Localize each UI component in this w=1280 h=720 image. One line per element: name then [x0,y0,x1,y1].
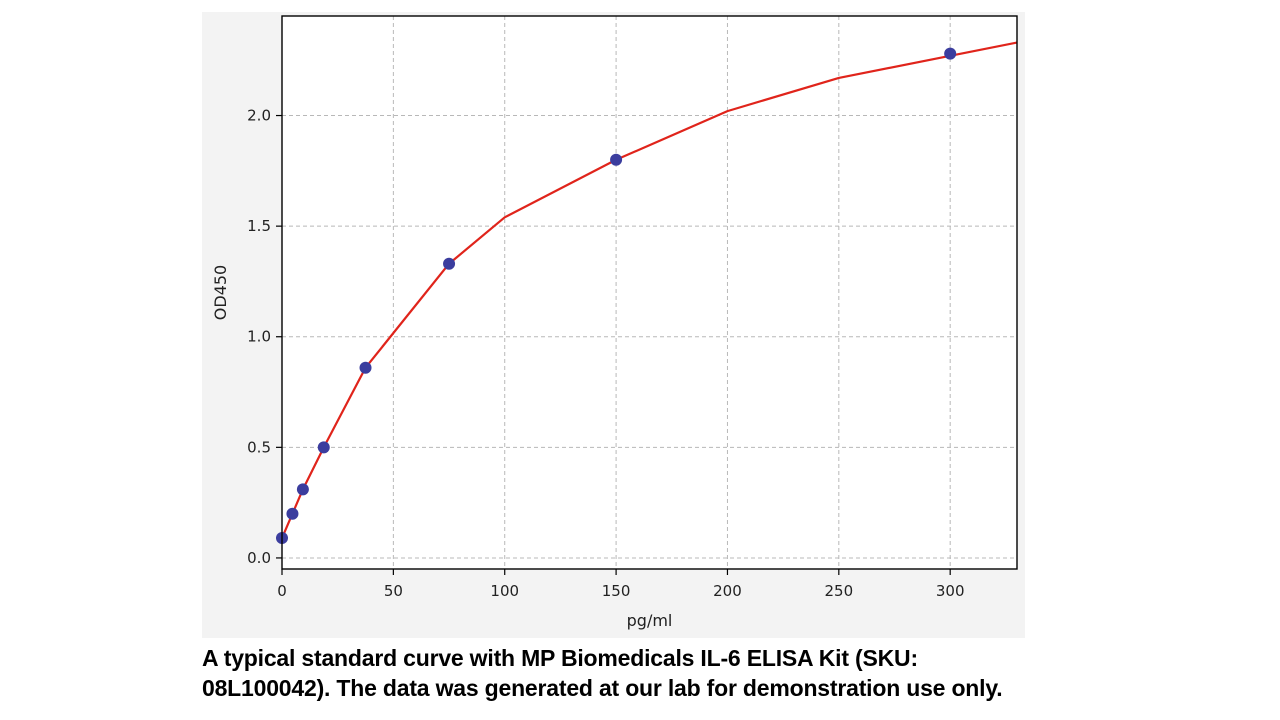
data-point [296,483,309,496]
x-tick-label: 50 [384,582,403,600]
x-tick-label: 200 [713,582,742,600]
y-tick-label: 1.5 [247,217,271,235]
x-axis-label: pg/ml [627,611,673,630]
data-point [443,257,456,270]
y-axis-label: OD450 [211,265,230,320]
x-tick-label: 300 [936,582,965,600]
data-point [317,441,330,454]
caption-line-1: A typical standard curve with MP Biomedi… [202,645,918,671]
x-tick-label: 250 [824,582,853,600]
x-tick-label: 150 [602,582,631,600]
y-tick-label: 1.0 [247,328,271,346]
plot-frame [281,15,1018,570]
data-point [944,47,957,60]
data-point [359,361,372,374]
y-tick-label: 0.5 [247,438,271,456]
x-tick-label: 100 [490,582,519,600]
plot-area [282,16,1017,569]
x-tick-label: 0 [277,582,287,600]
figure-caption: A typical standard curve with MP Biomedi… [202,643,1202,703]
figure-panel: 0 50 100 150 200 250 300 0.0 0.5 1.0 1.5 2.0 pg/ml OD… [202,12,1025,638]
data-point [286,507,299,520]
caption-line-2: 08L100042). The data was generated at ou… [202,675,1003,701]
data-point [610,153,623,166]
y-tick-label: 0.0 [247,549,271,567]
standard-curve-chart: 0 50 100 150 200 250 300 0.0 0.5 1.0 1.5 2.0 pg/ml OD… [211,15,1018,630]
y-tick-label: 2.0 [247,107,271,125]
